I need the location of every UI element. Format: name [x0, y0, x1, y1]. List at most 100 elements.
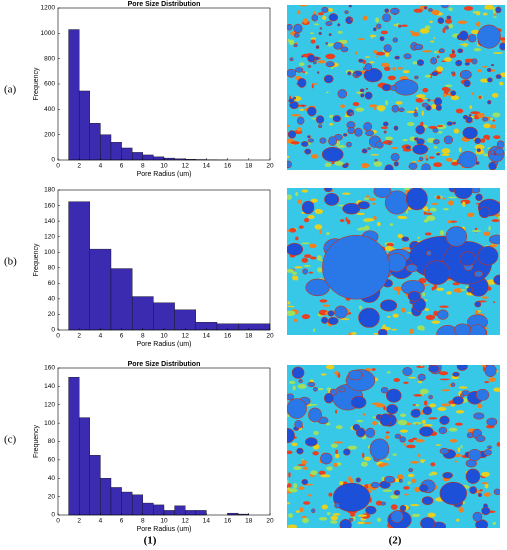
image-speck [335, 425, 343, 430]
image-speck [297, 10, 301, 15]
image-speck [342, 192, 351, 195]
x-tick-label: 16 [224, 518, 232, 525]
image-speck [486, 279, 496, 285]
image-pore [440, 5, 449, 9]
image-pore [301, 55, 304, 58]
image-speck [488, 225, 491, 231]
image-pore [402, 366, 413, 376]
image-speck [325, 422, 331, 426]
image-pore [307, 135, 311, 139]
image-speck [332, 513, 341, 516]
image-pore [287, 160, 292, 169]
image-speck [308, 271, 314, 274]
bar [174, 309, 197, 331]
image-pore [294, 67, 304, 73]
image-speck [371, 36, 374, 39]
image-pore [307, 65, 312, 68]
image-speck [287, 502, 291, 505]
image-speck [299, 506, 304, 513]
image-speck [462, 201, 466, 207]
y-tick-label: 180 [44, 187, 55, 194]
image-pore [357, 201, 370, 210]
image-speck [397, 233, 403, 239]
image-speck [489, 124, 497, 129]
image-speck [385, 100, 389, 106]
image-speck [439, 305, 449, 308]
image-speck [422, 292, 426, 297]
image-pore [413, 112, 419, 117]
image-speck [408, 376, 417, 379]
bar [184, 510, 196, 516]
image-speck [372, 420, 377, 426]
image-pore [316, 71, 320, 74]
image-pore [305, 437, 318, 447]
image-speck [457, 447, 461, 453]
bar [110, 487, 122, 516]
image-speck [295, 510, 301, 513]
image-speck [436, 195, 441, 200]
panel-label: (c) [4, 434, 17, 446]
image-speck [302, 466, 309, 470]
x-tick-label: 4 [99, 333, 103, 340]
image-speck [369, 34, 377, 38]
image-speck [371, 202, 377, 205]
image-pore [459, 30, 469, 41]
image-speck [385, 51, 390, 57]
image-pore [311, 508, 316, 513]
image-speck [446, 291, 452, 295]
image-pore [382, 13, 391, 23]
image-speck [288, 472, 291, 478]
x-tick-label: 2 [77, 163, 81, 170]
image-pore [383, 121, 389, 127]
panel-label: (a) [4, 84, 17, 96]
image-pore [380, 299, 398, 312]
image-pore [302, 104, 305, 107]
image-content [287, 188, 500, 335]
image-pore [459, 69, 472, 80]
image-pore [308, 407, 322, 423]
image-speck [298, 225, 304, 229]
image-speck [297, 199, 303, 204]
image-speck [466, 212, 475, 218]
image-speck [297, 383, 307, 389]
image-pore [307, 381, 316, 388]
image-pore [342, 203, 361, 215]
chart-title: Pore Size Distribution [128, 1, 201, 8]
image-pore [333, 41, 343, 50]
image-pore [421, 163, 431, 170]
image-speck [419, 328, 425, 331]
image-speck [382, 324, 386, 330]
image-speck [444, 57, 452, 62]
image-speck [364, 456, 371, 461]
image-speck [483, 153, 489, 157]
image-pore [373, 27, 377, 32]
image-pore [328, 13, 339, 22]
bar [121, 147, 133, 161]
image-speck [406, 311, 413, 314]
y-tick-label: 20 [48, 311, 56, 318]
image-pore [463, 79, 471, 88]
image-speck [421, 110, 424, 116]
image-speck [295, 236, 299, 241]
image-speck [447, 220, 451, 224]
image-speck [402, 70, 410, 74]
image-speck [358, 305, 363, 310]
image-speck [325, 365, 335, 370]
image-speck [407, 122, 415, 127]
image-pore [486, 417, 498, 427]
image-speck [453, 288, 463, 293]
image-speck [385, 431, 390, 434]
image-speck [354, 51, 358, 55]
image-speck [287, 155, 290, 159]
image-pore [287, 130, 297, 139]
image-speck [348, 475, 352, 482]
bar [131, 494, 143, 516]
image-pore [327, 317, 339, 325]
image-pore [318, 124, 323, 129]
image-pore [477, 493, 482, 498]
image-pore [293, 43, 298, 48]
image-speck [298, 62, 305, 66]
image-pore [446, 121, 453, 126]
image-pore [452, 121, 456, 125]
image-speck [439, 378, 450, 381]
